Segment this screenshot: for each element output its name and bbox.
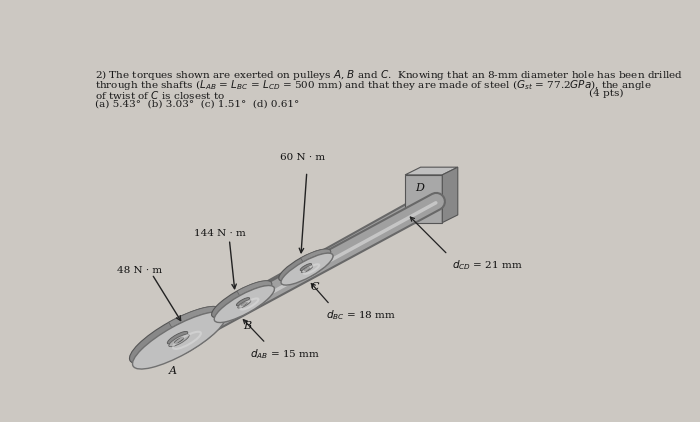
Text: (4 pts): (4 pts): [589, 89, 624, 98]
Text: 48 N · m: 48 N · m: [117, 265, 162, 275]
Text: B: B: [244, 321, 251, 331]
Polygon shape: [237, 281, 274, 312]
Ellipse shape: [301, 265, 313, 273]
Polygon shape: [301, 249, 333, 276]
Polygon shape: [442, 167, 458, 223]
Text: $d_{AB}$ = 15 mm: $d_{AB}$ = 15 mm: [251, 347, 320, 361]
Ellipse shape: [300, 264, 312, 271]
Ellipse shape: [237, 298, 250, 306]
Ellipse shape: [130, 306, 223, 364]
Ellipse shape: [132, 312, 225, 369]
Text: through the shafts ($L_{AB}$ = $L_{BC}$ = $L_{CD}$ = 500 mm) and that they are m: through the shafts ($L_{AB}$ = $L_{BC}$ …: [95, 78, 652, 92]
Text: (a) 5.43°  (b) 3.03°  (c) 1.51°  (d) 0.61°: (a) 5.43° (b) 3.03° (c) 1.51° (d) 0.61°: [95, 100, 300, 109]
Polygon shape: [405, 167, 458, 175]
Ellipse shape: [169, 334, 189, 347]
Text: of twist of $C$ is closest to: of twist of $C$ is closest to: [95, 89, 225, 101]
Text: 60 N · m: 60 N · m: [281, 153, 326, 162]
Ellipse shape: [281, 253, 333, 285]
Ellipse shape: [279, 249, 330, 281]
Text: D: D: [416, 183, 424, 193]
Ellipse shape: [167, 331, 188, 344]
Polygon shape: [405, 175, 442, 223]
Text: $d_{BC}$ = 18 mm: $d_{BC}$ = 18 mm: [326, 308, 396, 322]
Text: C: C: [311, 282, 319, 292]
Ellipse shape: [241, 302, 247, 306]
Ellipse shape: [211, 281, 272, 318]
Ellipse shape: [214, 286, 274, 322]
Text: 144 N · m: 144 N · m: [195, 229, 246, 238]
Polygon shape: [169, 306, 225, 353]
Text: A: A: [169, 366, 177, 376]
Text: $d_{CD}$ = 21 mm: $d_{CD}$ = 21 mm: [452, 259, 522, 272]
Text: 2) The torques shown are exerted on pulleys $A$, $B$ and $C$.  Knowing that an 8: 2) The torques shown are exerted on pull…: [95, 68, 683, 81]
Ellipse shape: [238, 300, 251, 308]
Ellipse shape: [174, 338, 183, 343]
Ellipse shape: [304, 268, 309, 271]
